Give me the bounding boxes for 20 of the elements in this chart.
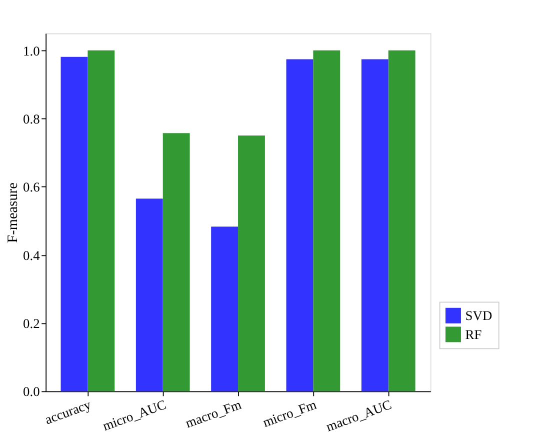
x-tick-label: accuracy (42, 396, 94, 428)
y-axis-title: F-measure (4, 182, 21, 243)
legend-label: SVD (465, 308, 492, 324)
bar (388, 50, 416, 392)
y-tick-label: 0.4 (23, 248, 40, 263)
bar (286, 59, 314, 392)
bar (238, 136, 265, 392)
bar (136, 198, 163, 392)
y-tick-label: 0.0 (23, 384, 40, 400)
bar (88, 50, 115, 392)
legend-label: RF (465, 326, 482, 342)
bar (211, 226, 238, 392)
bar (361, 59, 388, 392)
y-tick-label: 0.6 (23, 180, 40, 195)
bar (60, 56, 88, 392)
y-tick-label: 0.2 (23, 316, 40, 331)
y-tick-label: 1.0 (23, 43, 40, 58)
y-tick-label: 0.8 (23, 111, 40, 126)
bar (313, 50, 340, 392)
bar (162, 133, 190, 392)
